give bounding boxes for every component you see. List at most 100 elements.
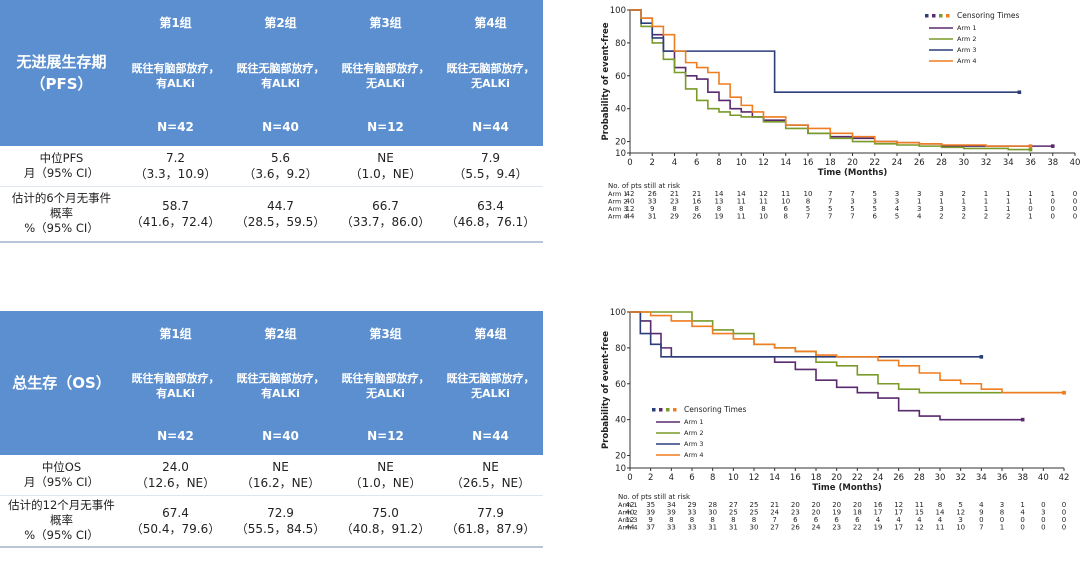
os-x-tick-label: 26 [893, 473, 904, 483]
os-risk-value: 6 [793, 516, 798, 524]
pfs-risk-value: 40 [626, 198, 635, 206]
pfs-risk-value: 8 [739, 205, 743, 213]
pfs-group-4: 第4组 [474, 15, 507, 30]
os-risk-value: 4 [1020, 509, 1025, 517]
os-series-1-line [630, 311, 1023, 421]
os-x-tick-label: 12 [749, 473, 760, 483]
os-risk-value: 22 [853, 524, 862, 532]
os-risk-value: 3 [1000, 501, 1004, 509]
pfs-series-2-line [630, 9, 1031, 151]
pfs-6m-2-value: 44.7 [267, 198, 294, 213]
pfs-risk-value: 19 [715, 213, 724, 221]
pfs-median-3-value: NE [377, 150, 394, 165]
os-12m-4: 77.9 （61.8，87.9） [438, 495, 543, 548]
pfs-group-2: 第2组 [264, 15, 297, 30]
os-12m-2: 72.9 （55.5，84.5） [228, 495, 333, 548]
pfs-risk-value: 3 [917, 205, 921, 213]
pfs-risk-value: 0 [1073, 190, 1077, 198]
pfs-x-tick-label: 10 [736, 158, 747, 168]
pfs-group-3: 第3组 [369, 15, 402, 30]
pfs-risk-value: 8 [806, 198, 810, 206]
pfs-risk-value: 33 [648, 198, 657, 206]
pfs-risk-value: 7 [828, 213, 832, 221]
pfs-series-2-censor-mark [1028, 147, 1033, 152]
os-risk-value: 6 [834, 516, 839, 524]
pfs-risk-value: 3 [873, 198, 877, 206]
pfs-desc-3: 既往有脑部放疗， 无ALKi [333, 44, 438, 108]
pfs-median-2-value: 5.6 [270, 150, 291, 165]
pfs-x-tick-label: 20 [847, 158, 858, 168]
os-risk-value: 21 [770, 501, 779, 509]
pfs-desc-1: 既往有脑部放疗， 有ALKi [123, 44, 228, 108]
os-median-row: 中位OS 月（95% CI） 24.0 （12.6，NE） NE （16.2，NE） … [0, 455, 543, 496]
pfs-6m-1-value: 58.7 [162, 198, 189, 213]
os-risk-value: 8 [669, 516, 673, 524]
pfs-risk-value: 1 [917, 198, 921, 206]
os-desc-4-line1: 既往无脑部放疗， [446, 372, 535, 385]
pfs-risk-value: 6 [873, 213, 878, 221]
os-median-4: NE （26.5，NE） [438, 455, 543, 496]
pfs-desc-2: 既往无脑部放疗， 有ALKi [228, 44, 333, 108]
os-series-4-censor-mark [1062, 390, 1066, 395]
os-risk-value: 8 [1000, 509, 1004, 517]
pfs-median-1-value: 7.2 [165, 150, 186, 165]
os-median-label-line1: 中位OS [41, 459, 82, 474]
os-risk-value: 25 [750, 501, 759, 509]
os-n-4: N=44 [472, 429, 509, 443]
pfs-y-axis-label: Probability of event-free [601, 22, 611, 140]
os-x-tick-label: 42 [1059, 473, 1070, 483]
os-risk-row-label: Arm 1 [618, 501, 638, 509]
pfs-y-tick-label: 60 [615, 72, 626, 82]
pfs-median-3-ci: （1.0，NE） [349, 166, 422, 181]
pfs-risk-value: 12 [759, 190, 768, 198]
pfs-risk-value: 26 [648, 190, 657, 198]
os-median-4-value: NE [482, 459, 499, 474]
os-risk-value: 7 [979, 524, 983, 532]
pfs-risk-value: 4 [917, 213, 922, 221]
os-x-tick-label: 36 [997, 473, 1008, 483]
os-legend-label-2: Arm 2 [684, 429, 704, 437]
os-table-header-row: 总生存（OS） 第1组 第2组 第3组 第4组 [0, 311, 543, 392]
os-median-2-ci: （16.2，NE） [240, 475, 321, 490]
os-n-3: N=12 [367, 429, 404, 443]
os-legend-censor-swatch [652, 408, 656, 412]
pfs-risk-value: 12 [626, 205, 635, 213]
pfs-risk-value: 31 [648, 213, 657, 221]
pfs-median-2: 5.6 （3.6，9.2） [228, 146, 333, 187]
pfs-risk-value: 3 [917, 190, 921, 198]
os-risk-value: 10 [956, 524, 965, 532]
pfs-x-axis-label: Time (Months) [818, 168, 888, 178]
os-desc-3-line1: 既往有脑部放疗， [341, 372, 430, 385]
pfs-legend-censor-swatch [925, 14, 929, 18]
pfs-risk-value: 2 [984, 213, 988, 221]
pfs-desc-2-line2: 有ALKi [261, 77, 300, 90]
os-risk-value: 0 [1062, 516, 1066, 524]
os-12m-row: 估计的12个月无事件 概率 %（95% CI） 67.4 （50.4，79.6） 72… [0, 495, 543, 548]
os-risk-value: 24 [812, 524, 821, 532]
os-legend-label-4: Arm 4 [684, 451, 704, 459]
pfs-risk-row-label: Arm 3 [608, 205, 628, 213]
os-risk-value: 8 [690, 516, 694, 524]
os-risk-value: 8 [938, 501, 942, 509]
pfs-median-4-ci: （5.5，9.4） [453, 166, 528, 181]
pfs-y-tick-label: 100 [610, 6, 626, 16]
pfs-risk-value: 16 [692, 198, 701, 206]
pfs-risk-value: 1 [984, 198, 988, 206]
os-desc-2-line2: 有ALKi [261, 387, 300, 400]
pfs-risk-value: 5 [873, 205, 877, 213]
pfs-6m-4-ci: （46.8，76.1） [445, 214, 536, 229]
os-median-4-ci: （26.5，NE） [450, 475, 531, 490]
pfs-desc-2-line1: 既往无脑部放疗， [236, 62, 325, 75]
pfs-risk-value: 1 [1006, 190, 1010, 198]
os-risk-row-label: Arm 3 [618, 516, 638, 524]
pfs-title-line1: 无进展生存期 [16, 53, 107, 71]
os-y-tick-label: 20 [615, 452, 626, 462]
pfs-risk-value: 10 [804, 190, 813, 198]
os-risk-value: 35 [646, 501, 655, 509]
pfs-x-tick-label: 6 [694, 158, 699, 168]
pfs-y-tick-label: 10 [615, 149, 626, 159]
os-risk-value: 18 [853, 509, 862, 517]
os-desc-2: 既往无脑部放疗， 有ALKi [228, 355, 333, 417]
pfs-risk-value: 7 [828, 190, 832, 198]
os-12m-3: 75.0 （40.8，91.2） [333, 495, 438, 548]
